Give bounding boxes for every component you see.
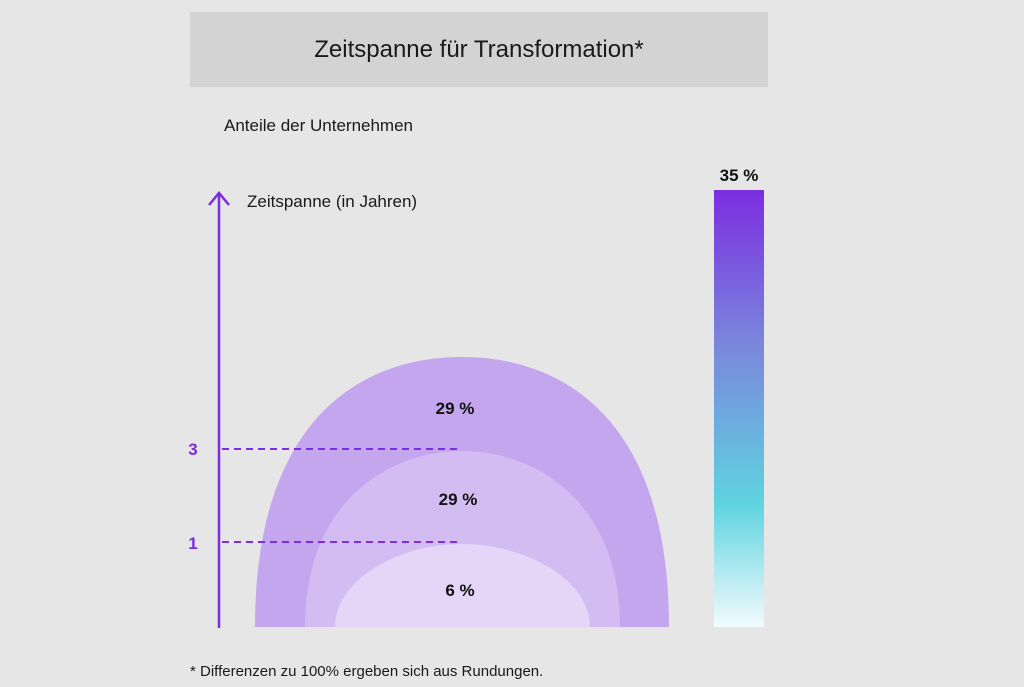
- bar-value-label: 35 %: [720, 166, 759, 185]
- tick-label-1: 1: [188, 534, 197, 553]
- data-label-middle: 29 %: [439, 490, 478, 509]
- gradient-bar: [714, 190, 764, 627]
- y-axis-label: Zeitspanne (in Jahren): [247, 192, 417, 211]
- chart-title: Zeitspanne für Transformation*: [190, 12, 768, 87]
- arch-segment-inner: [335, 544, 590, 627]
- data-label-inner: 6 %: [445, 581, 474, 600]
- chart-subtitle: Anteile der Unternehmen: [224, 116, 414, 135]
- footnote: * Differenzen zu 100% ergeben sich aus R…: [190, 663, 544, 680]
- tick-label-3: 3: [188, 440, 197, 459]
- y-axis-arrow-icon: [208, 191, 230, 206]
- data-label-outer: 29 %: [436, 399, 475, 418]
